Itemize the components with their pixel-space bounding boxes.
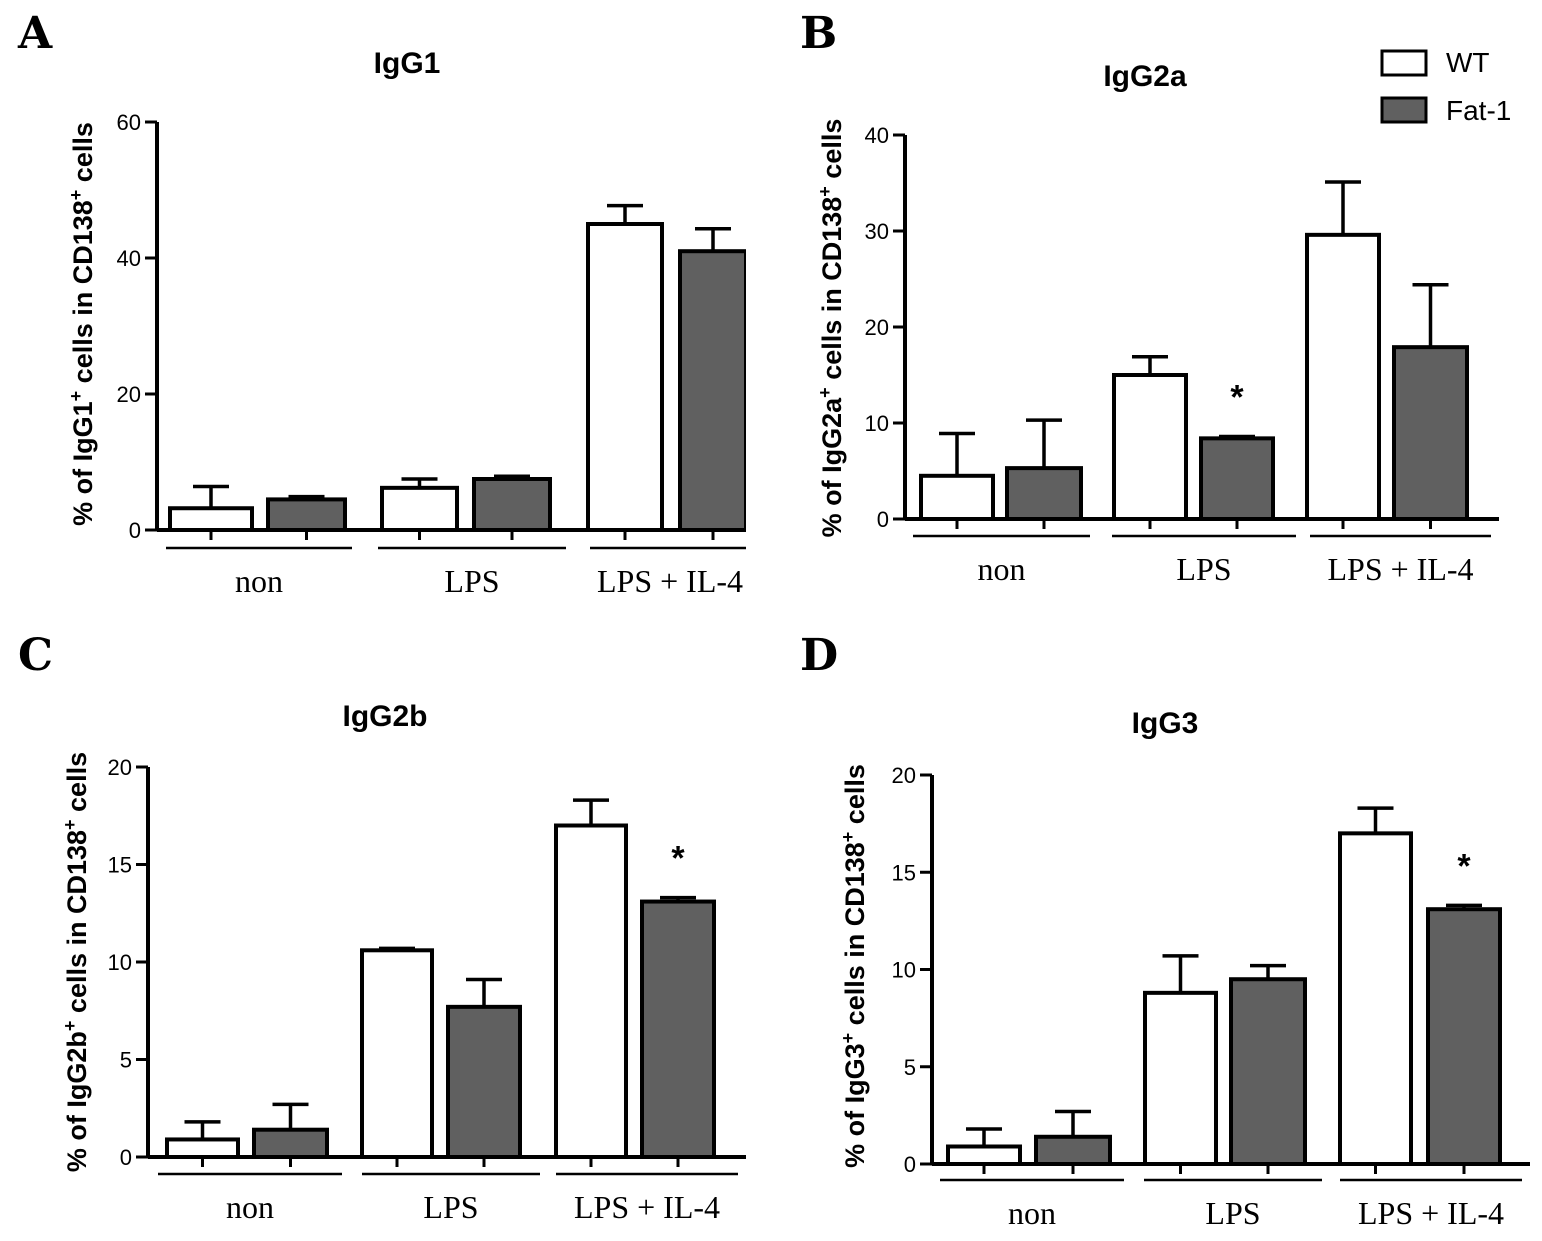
plot-area: 0 10 20 30 40 non LPS LPS + IL-4 * [865,123,1499,587]
legend-swatch-fat1 [1380,96,1428,124]
category-label: LPS [444,563,499,599]
legend-label-fat1: Fat-1 [1446,95,1511,126]
bar-wt [1338,831,1413,1166]
y-tick-label: 20 [108,755,132,780]
chart-title: IgG2a [1103,60,1187,93]
y-tick-label: 40 [117,246,141,271]
y-tick-label: 10 [892,958,916,983]
y-tick-label: 30 [865,219,889,244]
significance-marker: * [671,840,685,878]
y-axis-label: % of IgG2a+ cells in CD138+ cells [815,119,847,538]
y-tick-label: 0 [877,507,889,532]
bar-fat1 [678,249,746,532]
bar-wt [380,485,459,532]
category-label: non [978,551,1026,587]
y-tick-label: 20 [892,763,916,788]
category-label: LPS + IL-4 [1358,1195,1504,1231]
significance-marker: * [1457,847,1471,885]
category-label: non [1008,1195,1056,1231]
y-axis-label: % of IgG3+ cells in CD138+ cells [838,764,870,1168]
y-tick-label: 15 [108,853,132,878]
plot-area: 0 20 40 60 non LPS LPS + IL-4 [117,110,746,599]
category-label: non [226,1189,274,1225]
bar-wt [1143,990,1218,1167]
y-tick-label: 20 [865,315,889,340]
legend-swatch-wt [1380,49,1428,77]
bar-wt [586,222,664,532]
category-label: LPS [423,1189,478,1225]
bar-fat1 [472,477,552,532]
bar-fat1 [446,1004,522,1159]
bar-wt [946,1144,1022,1166]
panel-letter: D [800,630,838,681]
bar-fat1 [640,899,716,1159]
bar-wt [168,506,254,532]
bar-wt [360,948,434,1159]
y-tick-label: 5 [120,1048,132,1073]
bar-fat1 [1005,466,1083,521]
chart-title: IgG2b [342,700,427,733]
y-tick-label: 60 [117,110,141,135]
bar-fat1 [1426,907,1502,1167]
y-tick-label: 10 [108,950,132,975]
category-label: LPS + IL-4 [1327,551,1473,587]
bar-wt [1305,232,1381,521]
panel-letter: B [800,8,837,59]
legend-label-wt: WT [1446,47,1490,78]
category-label: non [235,563,283,599]
plot-area: 0 5 10 15 20 non LPS LPS + IL-4 * [108,755,746,1225]
category-label: LPS [1176,551,1231,587]
y-tick-label: 0 [120,1145,132,1170]
bar-fat1 [1229,977,1307,1166]
bar-fat1 [252,1127,329,1159]
y-tick-label: 40 [865,123,889,148]
y-tick-label: 10 [865,411,889,436]
chart-title: IgG1 [374,47,441,80]
bar-wt [919,473,995,521]
panel-letter: C [18,630,53,681]
category-label: LPS [1205,1195,1260,1231]
panel-c: C IgG2b % of IgG2b+ cells in CD138+ cell… [18,630,746,1225]
bar-fat1 [266,497,347,532]
bar-fat1 [1392,345,1469,521]
panel-d: D IgG3 % of IgG3+ cells in CD138+ cells … [800,630,1530,1231]
category-label: LPS + IL-4 [597,563,743,599]
panel-b: B IgG2a % of IgG2a+ cells in CD138+ cell… [800,8,1511,587]
legend: WT Fat-1 [1380,47,1511,126]
panel-letter: A [17,8,53,59]
y-tick-label: 5 [904,1055,916,1080]
bar-fat1 [1034,1134,1112,1167]
y-tick-label: 20 [117,382,141,407]
bar-fat1 [1199,436,1275,521]
bar-wt [554,823,628,1159]
y-tick-label: 15 [892,860,916,885]
y-tick-label: 0 [129,518,141,543]
plot-area: 0 5 10 15 20 non LPS LPS + IL-4 * [892,763,1530,1231]
bar-wt [1112,373,1188,521]
y-axis-label: % of IgG2b+ cells in CD138+ cells [60,752,92,1172]
panel-a: A IgG1 % of IgG1+ cells in CD138+ cells … [17,8,746,599]
y-tick-label: 0 [904,1152,916,1177]
chart-title: IgG3 [1132,707,1199,740]
category-label: LPS + IL-4 [574,1189,720,1225]
y-axis-label: % of IgG1+ cells in CD138+ cells [66,122,98,526]
bar-wt [165,1137,240,1159]
significance-marker: * [1230,378,1244,416]
